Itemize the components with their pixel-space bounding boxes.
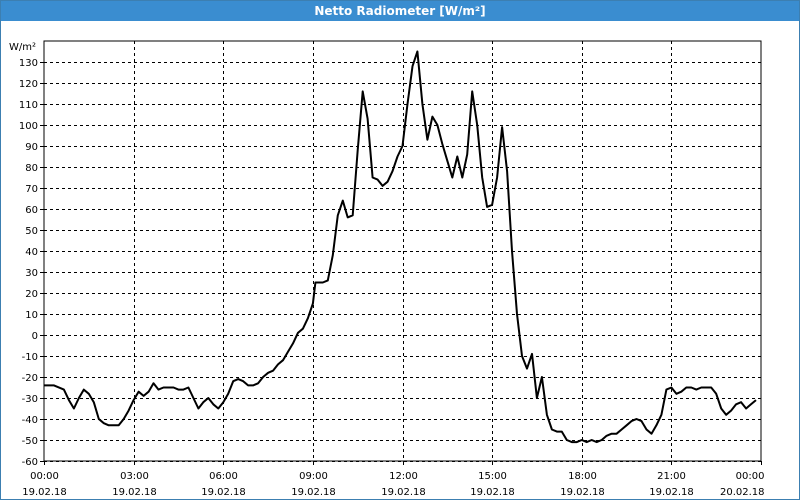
y-tick-label: 80 — [25, 163, 38, 174]
y-tick-label: 130 — [19, 58, 38, 69]
x-tick-time-label: 06:00 — [209, 471, 238, 482]
x-tick-date-label: 19.02.18 — [649, 487, 694, 498]
x-tick-time-label: 12:00 — [389, 471, 418, 482]
y-tick-label: 60 — [25, 205, 38, 216]
y-tick-label: 70 — [25, 184, 38, 195]
x-tick-date-label: 19.02.18 — [381, 487, 426, 498]
y-tick-label: 0 — [32, 331, 38, 342]
y-tick-label: -30 — [22, 394, 38, 405]
y-tick-label: 40 — [25, 247, 38, 258]
x-tick-time-label: 00:00 — [736, 471, 765, 482]
y-tick-label: 20 — [25, 289, 38, 300]
x-tick-date-label: 19.02.18 — [22, 487, 67, 498]
y-tick-label: -50 — [22, 436, 38, 447]
y-tick-label: -10 — [22, 352, 38, 363]
x-tick-date-label: 20.02.18 — [720, 487, 765, 498]
y-tick-label: -60 — [22, 457, 38, 468]
y-tick-label: 30 — [25, 268, 38, 279]
x-tick-time-label: 00:00 — [30, 471, 59, 482]
data-points — [43, 51, 757, 444]
grid — [44, 41, 761, 462]
y-axis: -60 -50 -40 -30 -20 -10 0 10 20 30 40 50 60 70 80 90 100… — [19, 58, 44, 468]
x-tick-date-label: 19.02.18 — [112, 487, 157, 498]
y-tick-label: 90 — [25, 142, 38, 153]
x-tick-time-label: 21:00 — [657, 471, 686, 482]
y-tick-label: 50 — [25, 226, 38, 237]
y-tick-label: 120 — [19, 79, 38, 90]
y-tick-label: 10 — [25, 310, 38, 321]
x-tick-time-label: 09:00 — [299, 471, 328, 482]
x-tick-date-label: 19.02.18 — [201, 487, 246, 498]
y-axis-label: W/m² — [9, 42, 36, 53]
x-tick-time-label: 03:00 — [120, 471, 149, 482]
y-tick-label: -40 — [22, 415, 38, 426]
x-tick-time-label: 18:00 — [568, 471, 597, 482]
y-tick-label: 100 — [19, 121, 38, 132]
x-tick-date-label: 19.02.18 — [291, 487, 336, 498]
plot-area — [43, 40, 762, 462]
y-tick-label: -20 — [22, 373, 38, 384]
window-title: Netto Radiometer [W/m²] — [1, 1, 799, 21]
x-tick-date-label: 19.02.18 — [560, 487, 605, 498]
x-tick-time-label: 15:00 — [478, 471, 507, 482]
x-axis: 00:00 19.02.18 03:00 19.02.18 06:00 19.02.18 0… — [22, 461, 765, 498]
x-tick-date-label: 19.02.18 — [470, 487, 515, 498]
y-tick-label: 110 — [19, 100, 38, 111]
line-chart: -60 -50 -40 -30 -20 -10 0 10 20 30 40 50 60 70 80 90 100… — [9, 40, 765, 498]
series-line — [44, 50, 757, 444]
